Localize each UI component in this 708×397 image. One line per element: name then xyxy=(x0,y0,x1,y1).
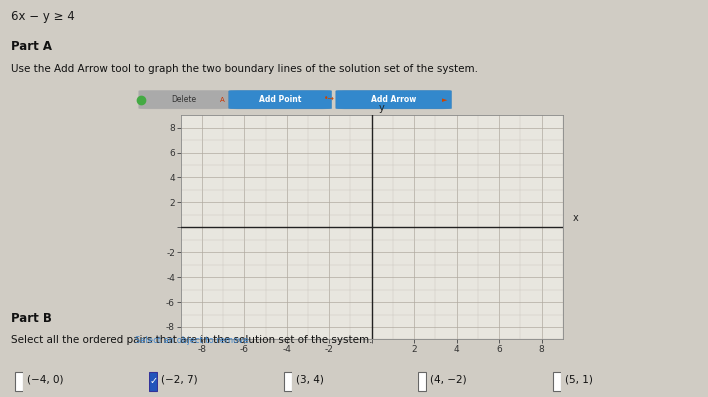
Text: x: x xyxy=(573,213,578,223)
Bar xyxy=(149,372,157,391)
Text: Select an object to remove.: Select an object to remove. xyxy=(135,336,251,345)
Text: Use the Add Arrow tool to graph the two boundary lines of the solution set of th: Use the Add Arrow tool to graph the two … xyxy=(11,64,478,73)
Text: ✓: ✓ xyxy=(149,376,157,386)
Text: Add Point: Add Point xyxy=(259,95,302,104)
Text: ►: ► xyxy=(442,96,447,103)
Text: (4, −2): (4, −2) xyxy=(430,374,467,384)
Text: y: y xyxy=(379,103,385,113)
Text: A: A xyxy=(220,96,224,103)
Bar xyxy=(418,372,426,391)
Text: (3, 4): (3, 4) xyxy=(296,374,324,384)
Text: Delete: Delete xyxy=(171,95,196,104)
Text: (−4, 0): (−4, 0) xyxy=(27,374,64,384)
Bar xyxy=(553,372,561,391)
Text: 6x − y ≥ 4: 6x − y ≥ 4 xyxy=(11,10,74,23)
Text: •→: •→ xyxy=(324,95,335,104)
FancyBboxPatch shape xyxy=(229,91,331,109)
Text: Part A: Part A xyxy=(11,40,52,53)
FancyBboxPatch shape xyxy=(336,91,452,109)
Text: Part B: Part B xyxy=(11,312,52,325)
Bar xyxy=(284,372,292,391)
Text: Select all the ordered pairs that are in the solution set of the system.: Select all the ordered pairs that are in… xyxy=(11,335,372,345)
Bar xyxy=(15,372,23,391)
Text: (−2, 7): (−2, 7) xyxy=(161,374,198,384)
Text: Add Arrow: Add Arrow xyxy=(371,95,416,104)
Text: (5, 1): (5, 1) xyxy=(565,374,593,384)
FancyBboxPatch shape xyxy=(139,91,229,109)
